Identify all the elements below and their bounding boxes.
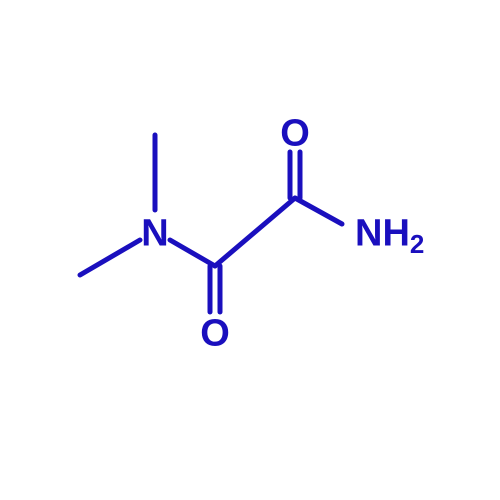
atom-label-o2: O <box>200 312 230 354</box>
bonds <box>80 135 342 312</box>
single-bond <box>295 198 342 224</box>
single-bond <box>215 198 295 266</box>
single-bond <box>170 240 215 266</box>
atom-label-o1: O <box>280 112 310 154</box>
single-bond <box>80 240 140 275</box>
atom-label-nh2: NH2 <box>355 212 424 259</box>
atom-label-n1: N <box>141 212 168 254</box>
chemical-structure-diagram: N NH2 O O <box>0 0 500 500</box>
atom-labels: N NH2 O O <box>141 112 424 354</box>
